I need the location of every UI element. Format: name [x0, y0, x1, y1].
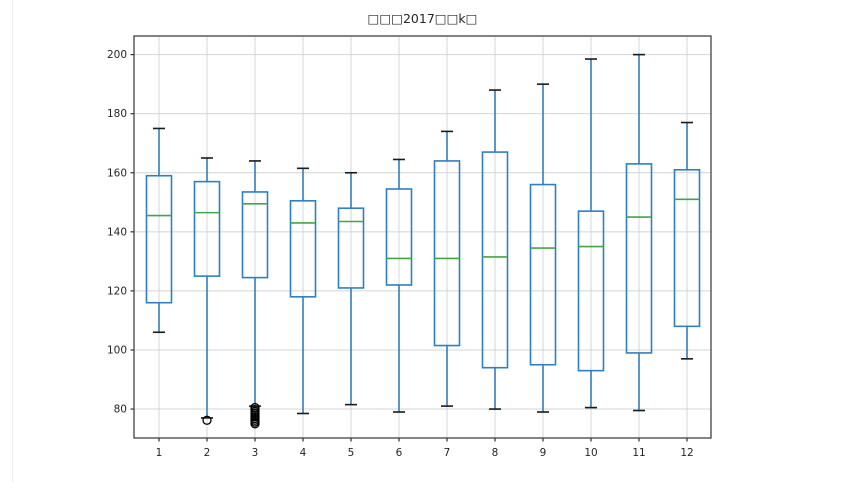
box-rect	[433, 160, 461, 347]
x-tick-label: 3	[252, 447, 259, 459]
y-tick-label: 200	[107, 49, 127, 61]
box-rect	[529, 183, 557, 366]
x-tick-label: 10	[584, 447, 597, 459]
y-tick-label: 120	[107, 285, 127, 297]
y-tick-label: 160	[107, 167, 127, 179]
y-tick-label: 100	[107, 344, 127, 356]
figure-edge	[12, 0, 13, 482]
x-tick-label: 8	[492, 447, 499, 459]
x-tick-label: 1	[156, 447, 163, 459]
x-tick-label: 7	[444, 447, 451, 459]
y-tick-label: 80	[114, 404, 127, 416]
box-rect	[673, 169, 701, 328]
box-rect	[289, 200, 317, 298]
box-rect	[145, 174, 173, 304]
y-tick-label: 180	[107, 108, 127, 120]
x-tick-label: 12	[680, 447, 693, 459]
x-tick-label: 2	[204, 447, 211, 459]
box-rect	[385, 188, 413, 286]
x-tick-label: 4	[300, 447, 307, 459]
box-rect	[481, 151, 509, 369]
y-tick-label: 140	[107, 226, 127, 238]
box-rect	[193, 180, 221, 277]
plot-frame	[133, 35, 712, 439]
outlier-point	[250, 419, 260, 429]
x-tick-label: 11	[632, 447, 645, 459]
outlier-point	[202, 415, 212, 425]
chart-title: □□□2017□□k□	[367, 11, 478, 26]
box-rect	[577, 210, 605, 372]
box-rect	[241, 191, 269, 279]
box-rect	[337, 207, 365, 289]
box-rect	[625, 163, 653, 354]
x-tick-label: 6	[396, 447, 403, 459]
x-tick-label: 9	[540, 447, 547, 459]
x-tick-label: 5	[348, 447, 355, 459]
